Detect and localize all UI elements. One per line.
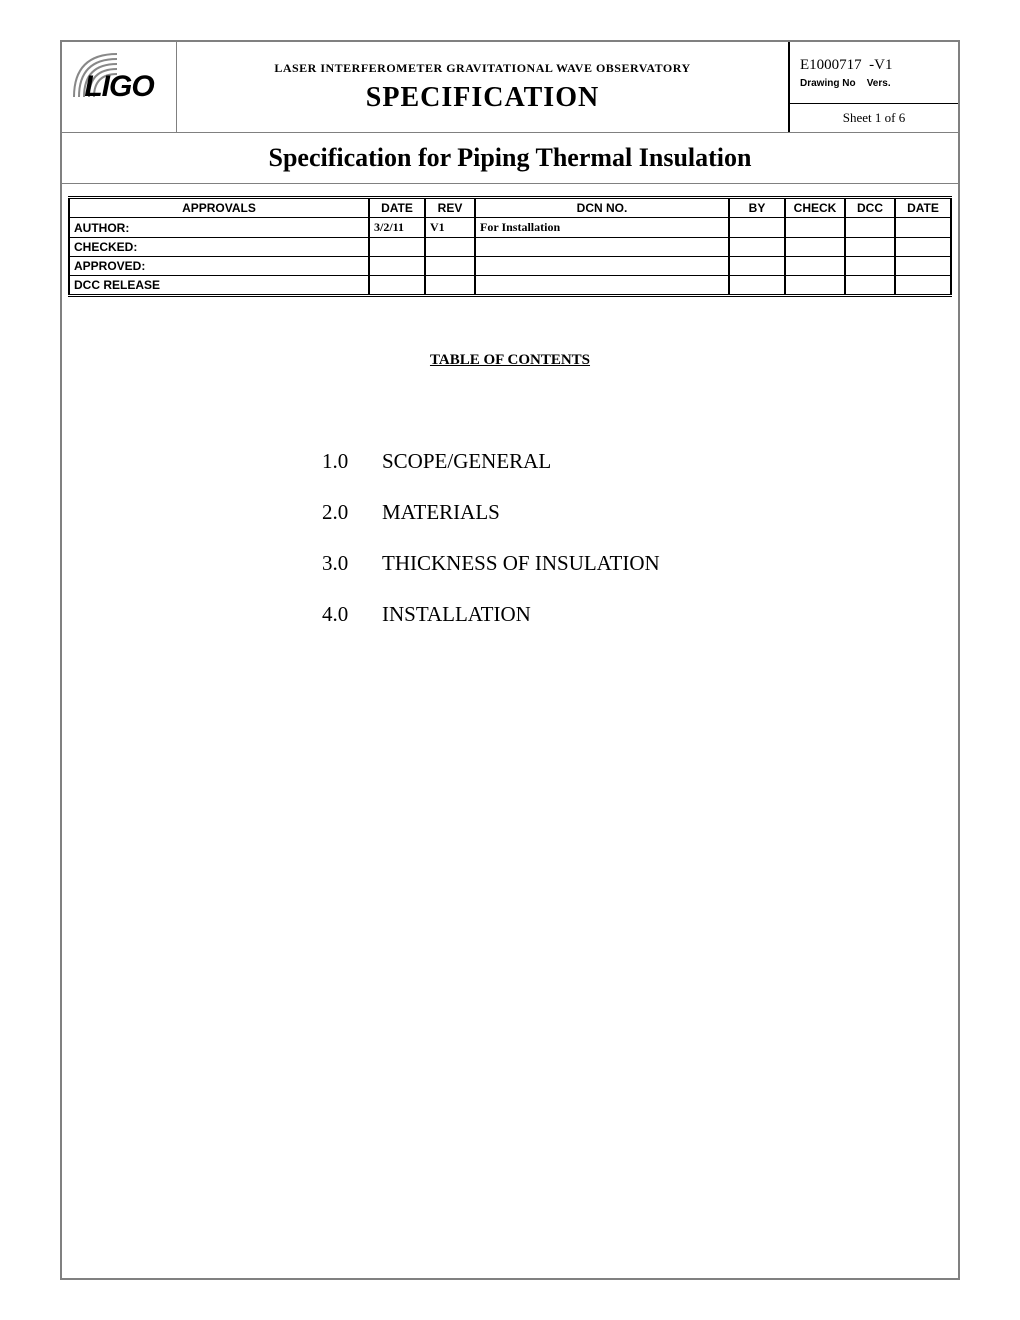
table-cell <box>845 218 895 238</box>
toc-item: 2.0MATERIALS <box>322 500 958 525</box>
logo-cell: LIGO <box>62 42 177 132</box>
toc-number: 1.0 <box>322 449 382 474</box>
table-cell <box>369 238 425 257</box>
drawing-labels: Drawing No Vers. <box>800 78 948 89</box>
doc-title-row: Specification for Piping Thermal Insulat… <box>62 132 958 184</box>
table-cell <box>369 257 425 276</box>
table-cell <box>895 218 951 238</box>
col-dcc: DCC <box>845 198 895 218</box>
table-row: APPROVED: <box>69 257 951 276</box>
table-cell: V1 <box>425 218 475 238</box>
toc-list: 1.0SCOPE/GENERAL 2.0MATERIALS 3.0THICKNESS… <box>322 449 958 627</box>
toc-item: 1.0SCOPE/GENERAL <box>322 449 958 474</box>
col-approvals: APPROVALS <box>69 198 369 218</box>
doc-title: Specification for Piping Thermal Insulat… <box>269 143 752 172</box>
drawing-info-box: E1000717 -V1 Drawing No Vers. Sheet 1 of… <box>788 42 958 132</box>
table-cell <box>895 276 951 296</box>
table-cell <box>845 276 895 296</box>
drawing-no-box: E1000717 -V1 Drawing No Vers. <box>790 42 958 104</box>
table-cell <box>785 218 845 238</box>
table-cell: CHECKED: <box>69 238 369 257</box>
toc-number: 3.0 <box>322 551 382 576</box>
table-cell <box>475 276 729 296</box>
table-row: AUTHOR:3/2/11V1For Installation <box>69 218 951 238</box>
table-cell <box>895 257 951 276</box>
drawing-no-value: E1000717 <box>800 57 862 73</box>
sheet-info: Sheet 1 of 6 <box>790 104 958 132</box>
ligo-text: LIGO <box>84 70 153 104</box>
table-cell: APPROVED: <box>69 257 369 276</box>
drawing-no-label: Drawing No <box>800 78 856 89</box>
table-cell <box>895 238 951 257</box>
page-container: LIGO LASER INTERFEROMETER GRAVITATIONAL … <box>60 40 960 1280</box>
table-cell <box>785 238 845 257</box>
table-cell <box>845 257 895 276</box>
col-date2: DATE <box>895 198 951 218</box>
col-dcn: DCN NO. <box>475 198 729 218</box>
table-cell <box>475 238 729 257</box>
col-by: BY <box>729 198 785 218</box>
ligo-logo: LIGO <box>67 47 171 127</box>
table-cell <box>425 276 475 296</box>
table-cell <box>845 238 895 257</box>
approvals-section: APPROVALS DATE REV DCN NO. BY CHECK DCC … <box>62 184 958 297</box>
approvals-table: APPROVALS DATE REV DCN NO. BY CHECK DCC … <box>68 196 952 297</box>
table-row: CHECKED: <box>69 238 951 257</box>
vers-label: Vers. <box>867 78 891 89</box>
table-cell <box>729 218 785 238</box>
toc-text: THICKNESS OF INSULATION <box>382 551 660 576</box>
org-line: LASER INTERFEROMETER GRAVITATIONAL WAVE … <box>274 61 690 76</box>
table-cell <box>425 238 475 257</box>
table-cell <box>729 238 785 257</box>
toc-heading: TABLE OF CONTENTS <box>62 352 958 369</box>
toc-number: 4.0 <box>322 602 382 627</box>
toc-number: 2.0 <box>322 500 382 525</box>
table-cell <box>785 276 845 296</box>
toc-text: MATERIALS <box>382 500 500 525</box>
toc-text: INSTALLATION <box>382 602 531 627</box>
col-rev: REV <box>425 198 475 218</box>
table-cell: 3/2/11 <box>369 218 425 238</box>
table-cell <box>729 276 785 296</box>
table-cell <box>785 257 845 276</box>
toc-item: 4.0INSTALLATION <box>322 602 958 627</box>
center-header: LASER INTERFEROMETER GRAVITATIONAL WAVE … <box>177 42 788 132</box>
spec-title: SPECIFICATION <box>366 82 599 114</box>
table-row: DCC RELEASE <box>69 276 951 296</box>
drawing-no: E1000717 -V1 <box>800 57 948 74</box>
col-check: CHECK <box>785 198 845 218</box>
header-row: LIGO LASER INTERFEROMETER GRAVITATIONAL … <box>62 42 958 132</box>
col-date: DATE <box>369 198 425 218</box>
toc-item: 3.0THICKNESS OF INSULATION <box>322 551 958 576</box>
table-cell <box>425 257 475 276</box>
table-cell <box>369 276 425 296</box>
table-cell <box>475 257 729 276</box>
table-cell <box>729 257 785 276</box>
table-cell: For Installation <box>475 218 729 238</box>
version-value: -V1 <box>869 57 892 73</box>
table-cell: DCC RELEASE <box>69 276 369 296</box>
table-cell: AUTHOR: <box>69 218 369 238</box>
toc-text: SCOPE/GENERAL <box>382 449 551 474</box>
approvals-header-row: APPROVALS DATE REV DCN NO. BY CHECK DCC … <box>69 198 951 218</box>
